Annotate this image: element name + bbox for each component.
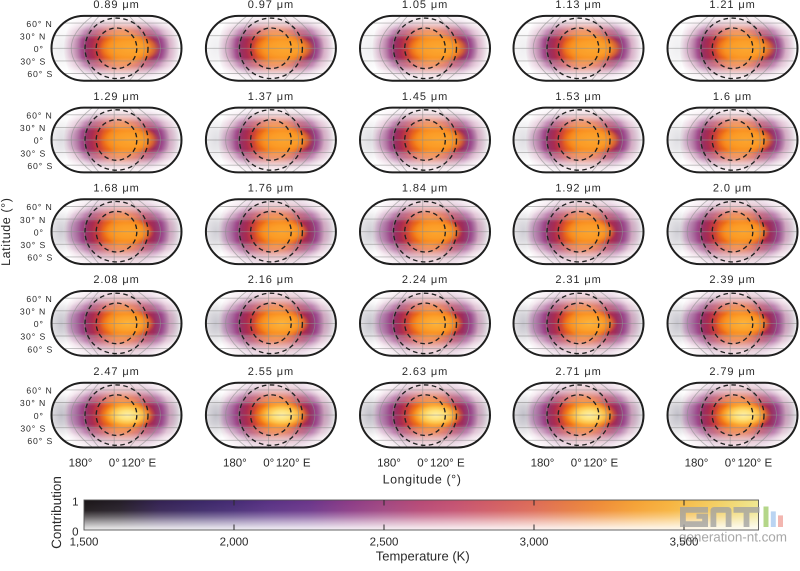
svg-text:120° E: 120° E <box>737 458 772 470</box>
svg-text:30° N: 30° N <box>20 31 46 41</box>
svg-text:30° N: 30° N <box>20 307 46 317</box>
svg-text:0.89 μm: 0.89 μm <box>93 0 139 11</box>
svg-text:60° S: 60° S <box>27 344 53 354</box>
svg-text:Latitude (°): Latitude (°) <box>0 197 13 265</box>
svg-text:1.84 μm: 1.84 μm <box>402 183 448 195</box>
svg-text:120° E: 120° E <box>276 458 311 470</box>
svg-text:120° E: 120° E <box>121 458 156 470</box>
svg-text:2.63 μm: 2.63 μm <box>402 366 448 378</box>
svg-text:120° E: 120° E <box>583 458 618 470</box>
svg-text:60° S: 60° S <box>27 161 53 171</box>
svg-text:60° N: 60° N <box>26 386 52 396</box>
svg-text:0°: 0° <box>34 44 44 54</box>
svg-text:2.0 μm: 2.0 μm <box>713 183 752 195</box>
svg-text:2.24 μm: 2.24 μm <box>402 274 448 286</box>
svg-text:180°: 180° <box>685 458 709 470</box>
svg-text:1.92 μm: 1.92 μm <box>555 183 601 195</box>
svg-text:1.37 μm: 1.37 μm <box>248 91 294 103</box>
svg-text:60° N: 60° N <box>26 111 52 121</box>
svg-text:1.76 μm: 1.76 μm <box>248 183 294 195</box>
svg-text:2.79 μm: 2.79 μm <box>709 366 755 378</box>
svg-text:Longitude (°): Longitude (°) <box>383 473 462 487</box>
svg-text:60° S: 60° S <box>27 69 53 79</box>
svg-text:2.71 μm: 2.71 μm <box>555 366 601 378</box>
svg-text:2,000: 2,000 <box>220 537 249 549</box>
svg-text:0°: 0° <box>725 458 736 470</box>
svg-text:120° E: 120° E <box>430 458 465 470</box>
svg-text:0.97 μm: 0.97 μm <box>248 0 294 11</box>
svg-text:30° S: 30° S <box>20 148 46 158</box>
svg-text:30° S: 30° S <box>20 240 46 250</box>
svg-text:30° S: 30° S <box>20 423 46 433</box>
svg-text:3,000: 3,000 <box>520 537 549 549</box>
svg-text:180°: 180° <box>377 458 401 470</box>
svg-text:0°: 0° <box>34 319 44 329</box>
svg-text:0: 0 <box>72 527 78 539</box>
svg-text:1.29 μm: 1.29 μm <box>93 91 139 103</box>
svg-text:2.16 μm: 2.16 μm <box>248 274 294 286</box>
svg-text:1.53 μm: 1.53 μm <box>555 91 601 103</box>
svg-text:0°: 0° <box>34 227 44 237</box>
svg-text:2,500: 2,500 <box>370 537 399 549</box>
svg-text:180°: 180° <box>223 458 247 470</box>
svg-text:0°: 0° <box>109 458 120 470</box>
svg-text:30° N: 30° N <box>20 215 46 225</box>
svg-text:30° S: 30° S <box>20 57 46 67</box>
svg-text:60° S: 60° S <box>27 253 53 263</box>
svg-text:2.47 μm: 2.47 μm <box>93 366 139 378</box>
svg-text:1: 1 <box>72 497 78 509</box>
svg-text:0°: 0° <box>263 458 274 470</box>
svg-text:2.55 μm: 2.55 μm <box>248 366 294 378</box>
svg-text:3,500: 3,500 <box>670 537 699 549</box>
svg-text:30° S: 30° S <box>20 332 46 342</box>
svg-text:1.13 μm: 1.13 μm <box>555 0 601 11</box>
svg-text:60° N: 60° N <box>26 19 52 29</box>
svg-text:2.31 μm: 2.31 μm <box>555 274 601 286</box>
svg-text:0°: 0° <box>417 458 428 470</box>
svg-text:Contribution: Contribution <box>49 476 64 549</box>
svg-text:2.08 μm: 2.08 μm <box>93 274 139 286</box>
svg-text:1.6 μm: 1.6 μm <box>713 91 752 103</box>
svg-text:60° S: 60° S <box>27 436 53 446</box>
svg-text:0°: 0° <box>34 136 44 146</box>
svg-text:Temperature (K): Temperature (K) <box>376 549 470 564</box>
svg-text:1.05 μm: 1.05 μm <box>402 0 448 11</box>
svg-text:1.45 μm: 1.45 μm <box>402 91 448 103</box>
svg-text:30° N: 30° N <box>20 398 46 408</box>
svg-text:2.39 μm: 2.39 μm <box>709 274 755 286</box>
svg-text:180°: 180° <box>531 458 555 470</box>
svg-text:0°: 0° <box>571 458 582 470</box>
svg-text:1.68 μm: 1.68 μm <box>93 183 139 195</box>
svg-text:30° N: 30° N <box>20 123 46 133</box>
svg-text:1.21 μm: 1.21 μm <box>709 0 755 11</box>
svg-text:60° N: 60° N <box>26 294 52 304</box>
svg-text:180°: 180° <box>69 458 93 470</box>
svg-text:60° N: 60° N <box>26 202 52 212</box>
svg-text:0°: 0° <box>34 411 44 421</box>
